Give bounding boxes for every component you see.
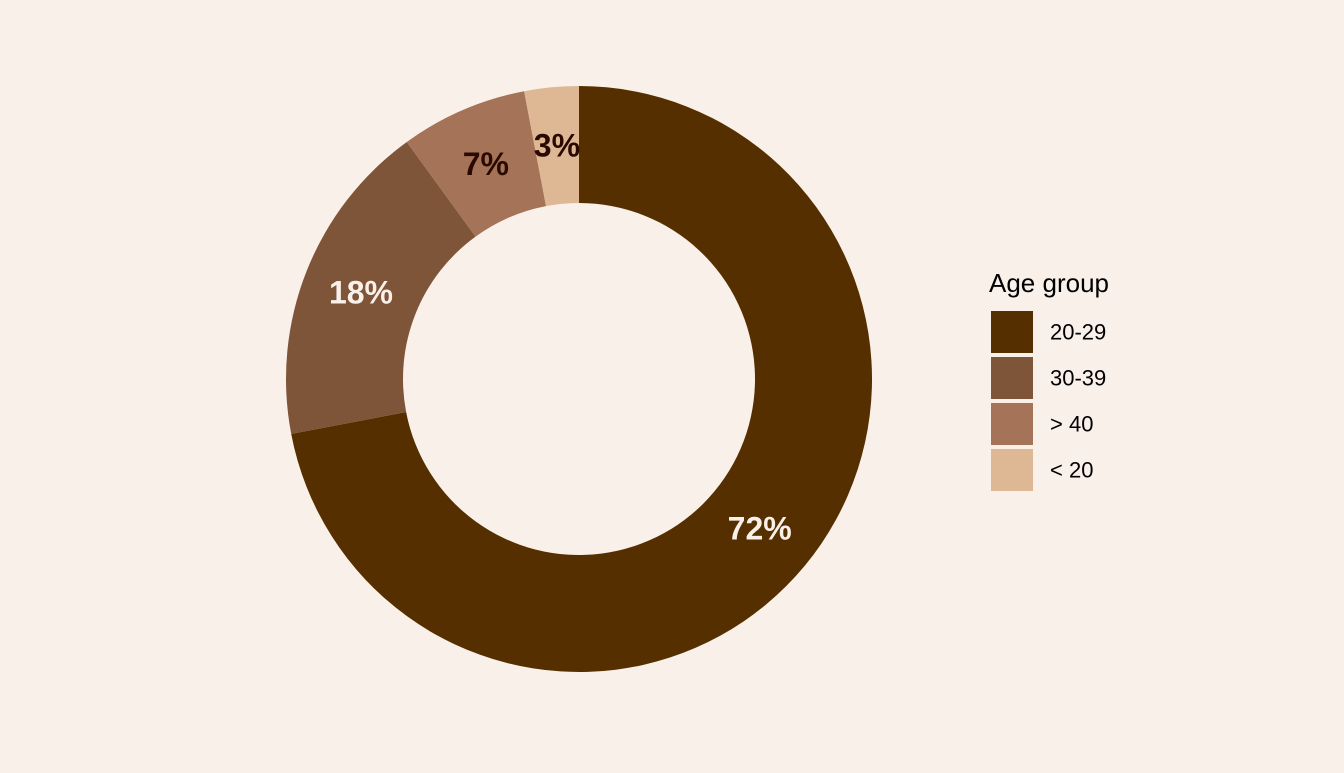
legend-label: > 40 xyxy=(1050,412,1093,437)
legend-items: 20-29 30-39 > 40 < 20 xyxy=(991,311,1106,491)
legend-label: 30-39 xyxy=(1050,366,1106,391)
slice-20 xyxy=(524,86,579,207)
slice-label: 3% xyxy=(534,128,580,164)
slice-label: 18% xyxy=(329,275,393,311)
legend-swatch xyxy=(991,403,1033,445)
legend-item: 30-39 xyxy=(991,357,1106,399)
slice-labels-layer: 72% 18% 7% 3% xyxy=(329,128,792,547)
legend-label: < 20 xyxy=(1050,458,1093,483)
slice-40 xyxy=(406,91,547,237)
slice-20-29 xyxy=(291,86,873,672)
legend-item: < 20 xyxy=(991,449,1093,491)
slice-label: 7% xyxy=(463,146,509,182)
slice-30-39 xyxy=(286,141,476,434)
legend-swatch xyxy=(991,357,1033,399)
legend-item: 20-29 xyxy=(991,311,1106,353)
slice-label: 72% xyxy=(728,510,792,546)
slices-layer xyxy=(286,86,873,672)
legend-swatch xyxy=(991,449,1033,491)
legend-label: 20-29 xyxy=(1050,320,1106,345)
legend: Age group 20-29 30-39 > 40 < 20 xyxy=(989,268,1109,491)
legend-item: > 40 xyxy=(991,403,1093,445)
legend-title: Age group xyxy=(989,268,1109,298)
legend-swatch xyxy=(991,311,1033,353)
